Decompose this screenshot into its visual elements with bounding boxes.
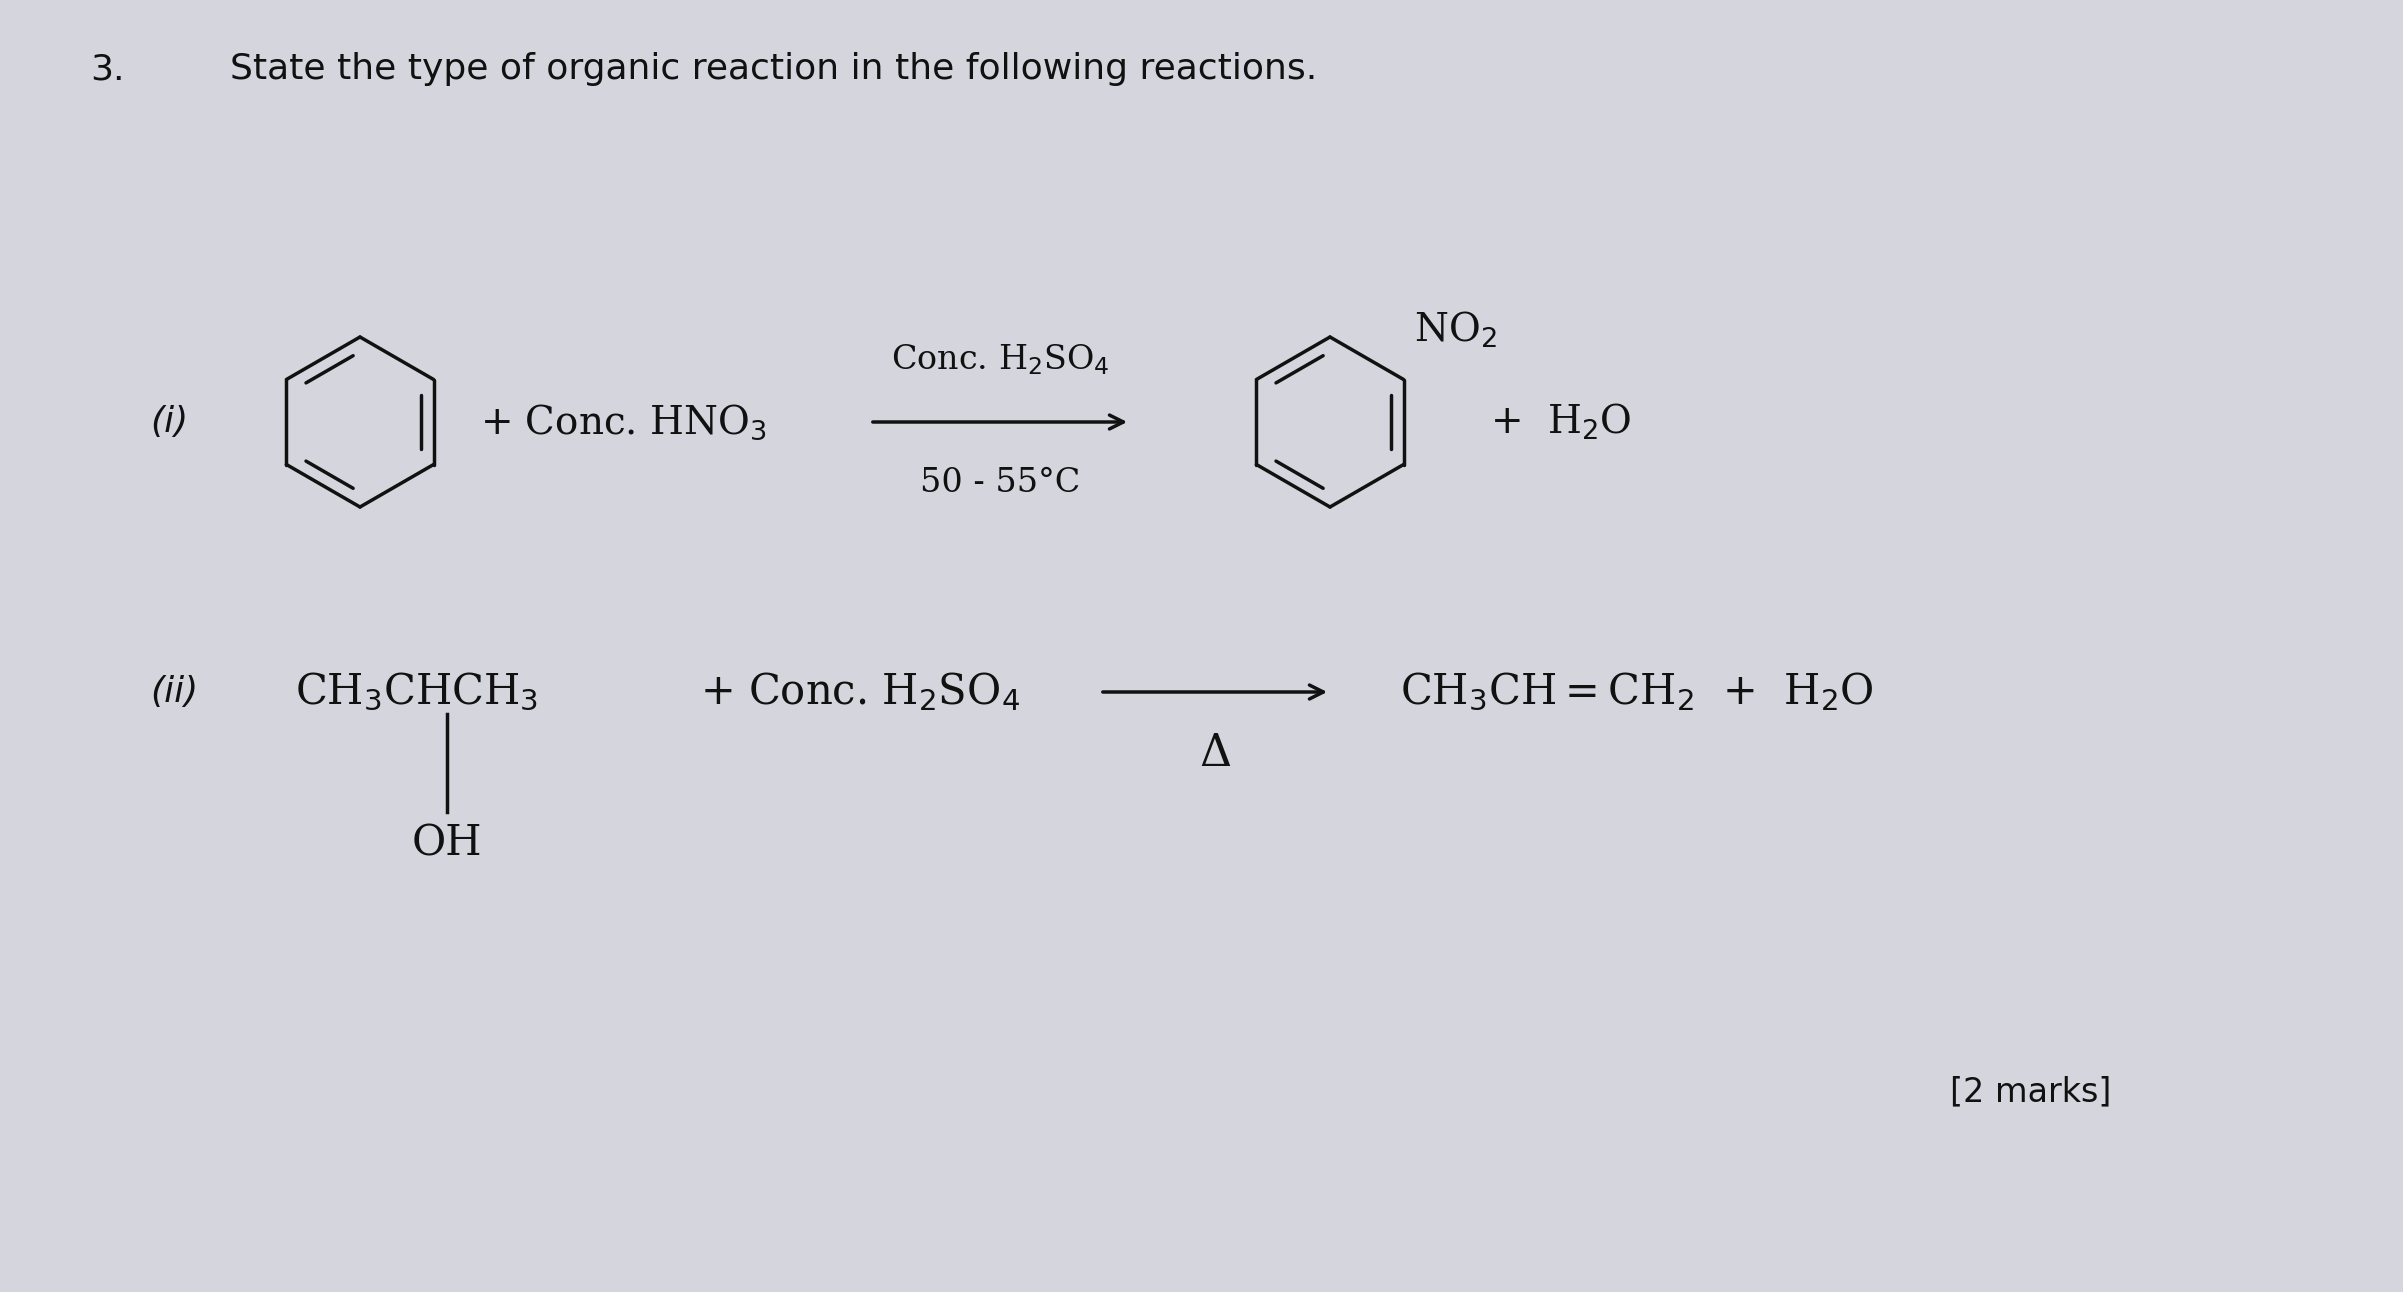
Text: Conc. H$_2$SO$_4$: Conc. H$_2$SO$_4$	[892, 342, 1110, 377]
Text: $+$  H$_2$O: $+$ H$_2$O	[1490, 402, 1632, 442]
Text: 3.: 3.	[89, 52, 125, 87]
Text: (ii): (ii)	[149, 674, 199, 709]
Text: State the type of organic reaction in the following reactions.: State the type of organic reaction in th…	[231, 52, 1317, 87]
Text: NO$_2$: NO$_2$	[1413, 309, 1497, 350]
Text: (i): (i)	[149, 404, 187, 439]
Text: 50 - 55°C: 50 - 55°C	[920, 466, 1079, 499]
Text: CH$_3$CHCH$_3$: CH$_3$CHCH$_3$	[296, 671, 538, 713]
Text: $+$ Conc. H$_2$SO$_4$: $+$ Conc. H$_2$SO$_4$	[699, 671, 1019, 713]
Text: Δ: Δ	[1199, 733, 1230, 775]
Text: OH: OH	[411, 822, 483, 864]
Text: $+$ Conc. HNO$_3$: $+$ Conc. HNO$_3$	[481, 402, 767, 442]
Text: [2 marks]: [2 marks]	[1949, 1075, 2112, 1109]
Text: CH$_3$CH$=$CH$_2$  $+$  H$_2$O: CH$_3$CH$=$CH$_2$ $+$ H$_2$O	[1401, 671, 1874, 713]
